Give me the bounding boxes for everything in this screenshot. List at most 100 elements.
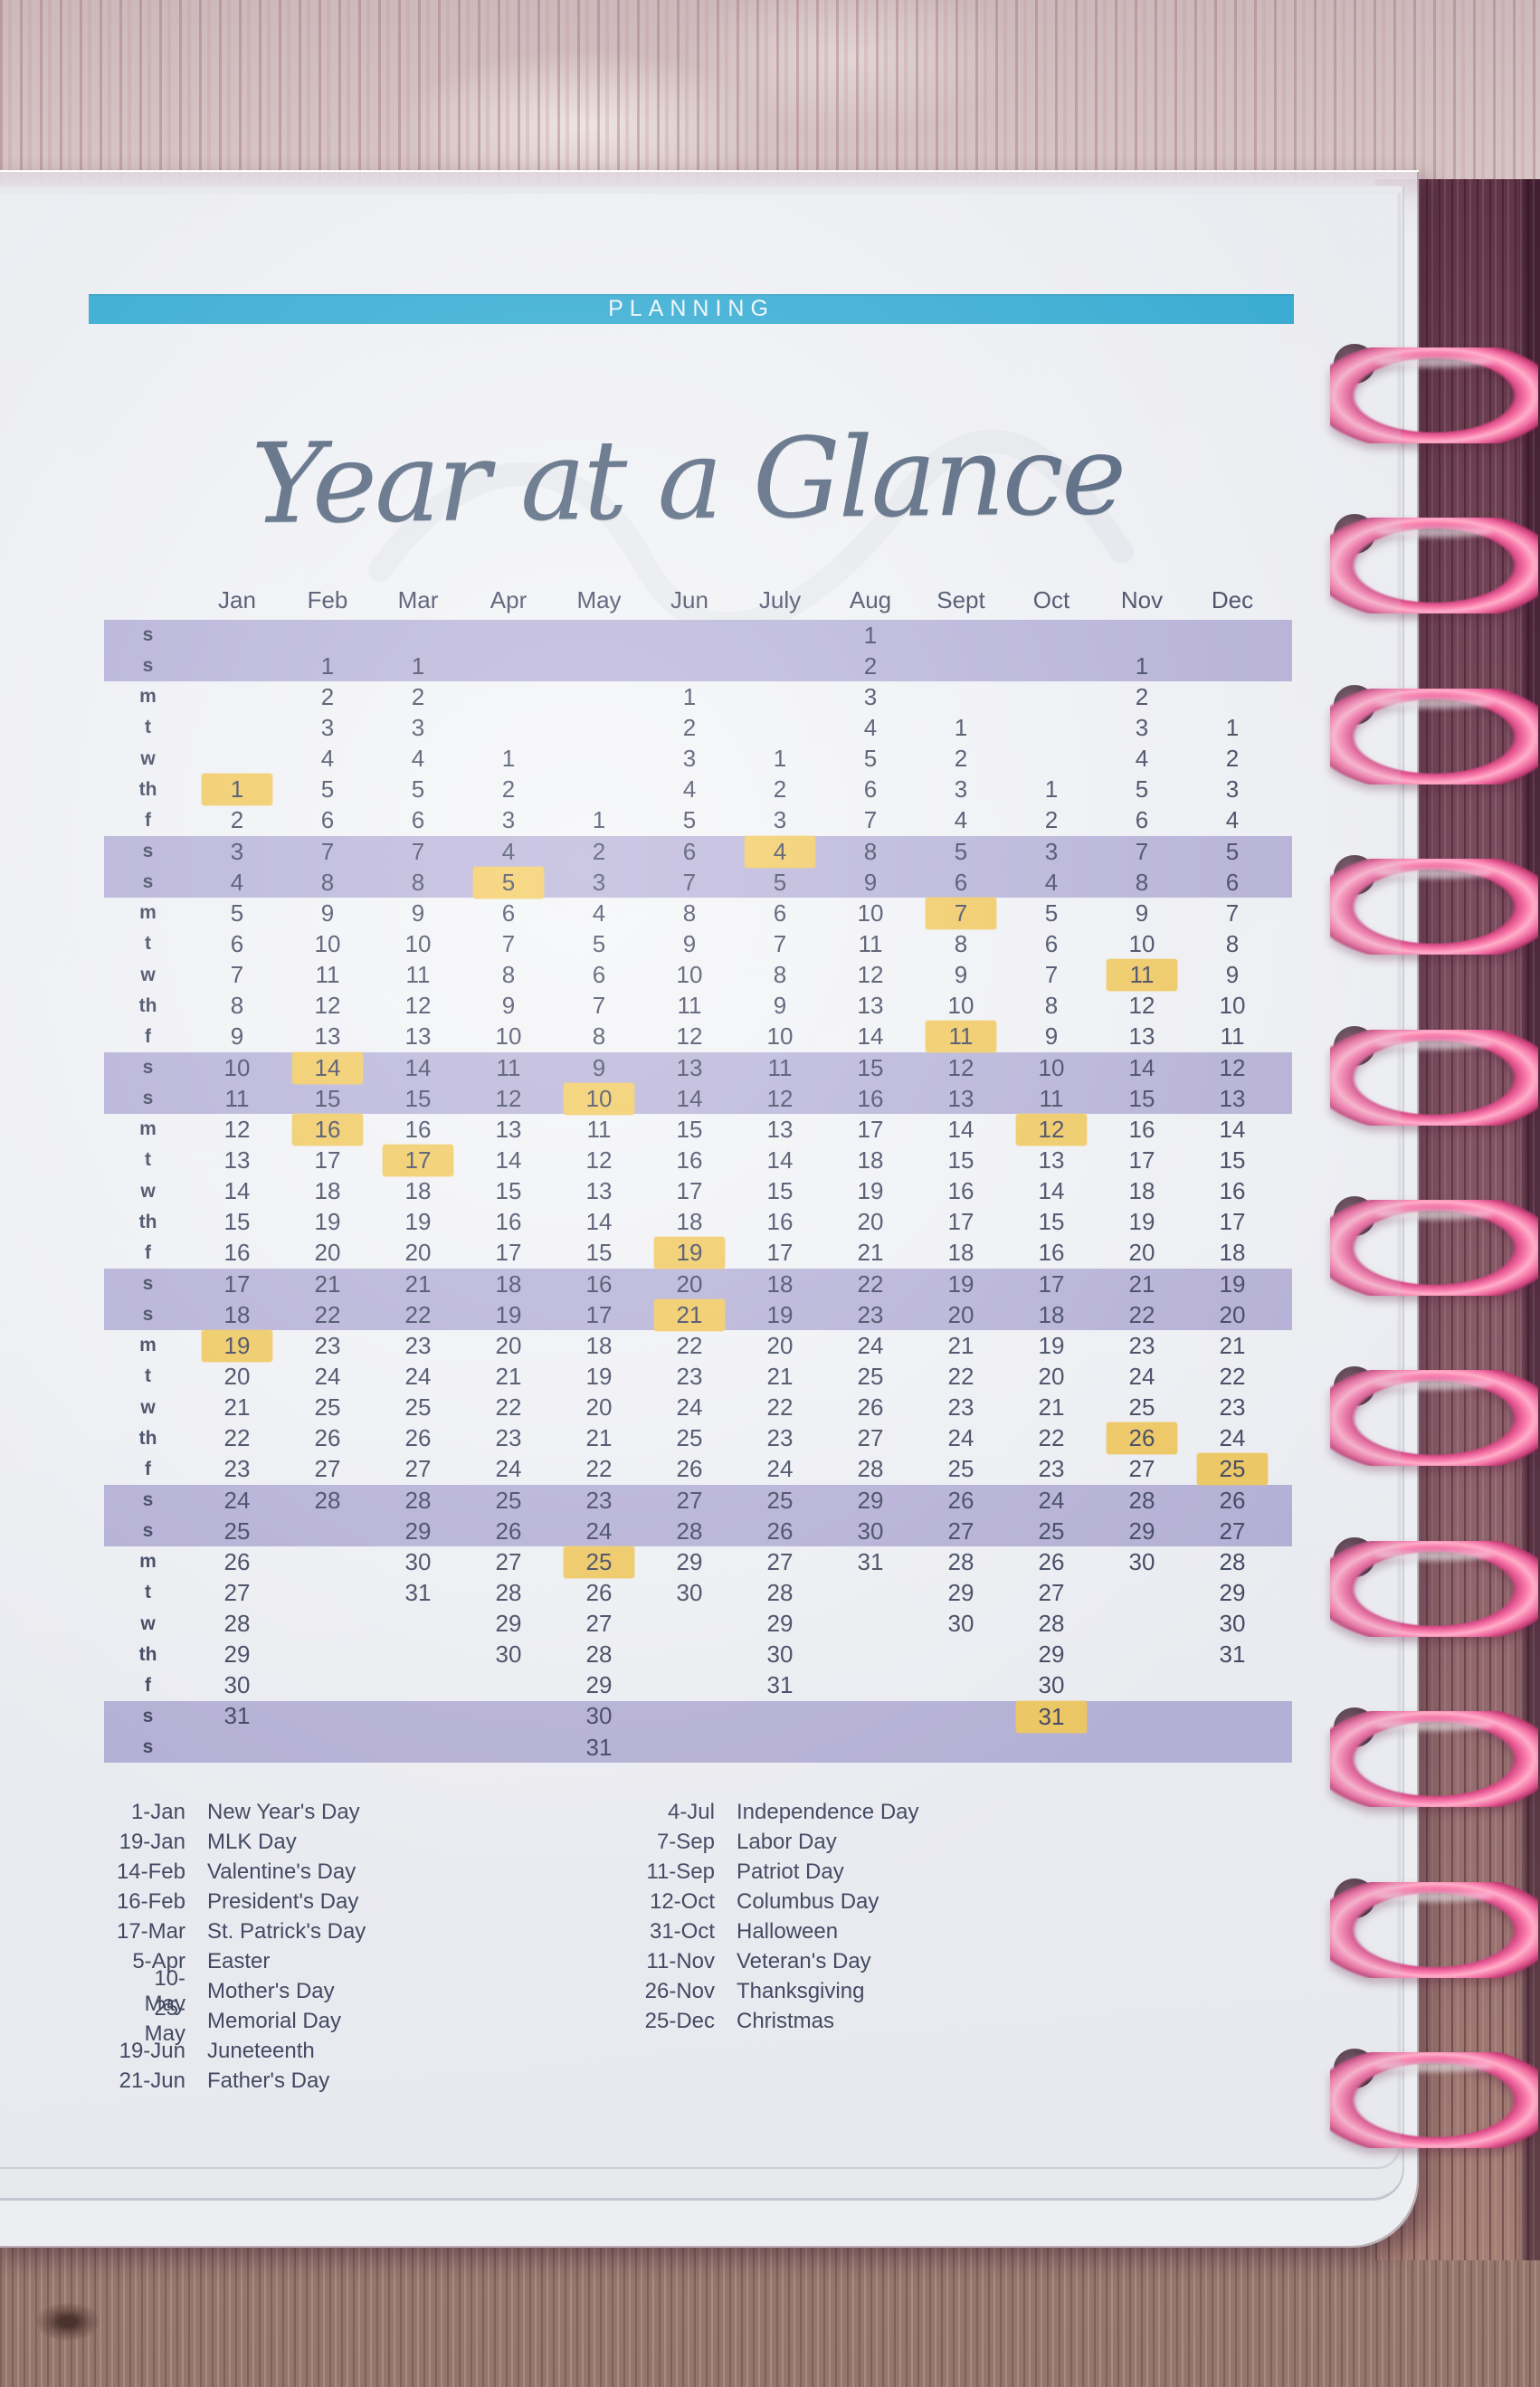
calendar-cell: 28 xyxy=(585,1640,613,1669)
calendar-cell: 29 xyxy=(676,1547,703,1575)
calendar-cell: 8 xyxy=(592,1022,606,1051)
calendar-cell: 18 xyxy=(404,1177,432,1205)
calendar-cell: 3 xyxy=(1225,775,1240,804)
calendar-cell: 21 xyxy=(585,1424,613,1452)
holiday-date: 25-Dec xyxy=(644,2008,715,2033)
holiday-date: 19-Jan xyxy=(119,1829,185,1854)
calendar-cell: 29 xyxy=(223,1640,251,1669)
day-of-week-label: w xyxy=(140,1180,156,1202)
calendar-cell: 8 xyxy=(954,929,968,957)
calendar-cell: 11 xyxy=(496,1053,521,1081)
calendar-cell: 30 xyxy=(1219,1610,1246,1638)
calendar-cell: 31 xyxy=(857,1547,884,1575)
day-of-week-label: th xyxy=(138,994,157,1016)
calendar-cell: 12 xyxy=(1219,1053,1246,1081)
day-of-week-label: w xyxy=(140,1396,156,1418)
calendar-cell: 20 xyxy=(857,1208,884,1236)
calendar-cell: 3 xyxy=(320,713,335,741)
holiday-date: 14-Feb xyxy=(116,1859,185,1884)
calendar-cell: 6 xyxy=(592,961,606,989)
calendar-cell: 29 xyxy=(585,1671,613,1699)
calendar-cell: 26 xyxy=(1038,1547,1065,1575)
holiday-legend-row: 25-Dec Christmas xyxy=(642,2006,919,2036)
calendar-cell: 8 xyxy=(501,961,516,989)
calendar-row: w 28 29 27 29 30 28 30 xyxy=(104,1609,1292,1640)
calendar-cell: 13 xyxy=(676,1053,703,1081)
calendar-cell: 21 xyxy=(314,1270,341,1298)
calendar-cell: 18 xyxy=(223,1300,251,1328)
calendar-cell: 23 xyxy=(223,1455,251,1483)
calendar-cell: 23 xyxy=(495,1424,522,1452)
holiday-name: Independence Day xyxy=(737,1799,919,1824)
month-label: Feb xyxy=(307,586,348,613)
calendar-cell: 8 xyxy=(411,868,425,896)
calendar-cell: 2 xyxy=(773,775,787,804)
calendar-cell: 18 xyxy=(585,1331,613,1359)
calendar-cell: 23 xyxy=(1038,1455,1065,1483)
calendar-cell: 10 xyxy=(314,929,341,957)
holiday-name: Easter xyxy=(207,1948,271,1973)
calendar-cell: 10 xyxy=(676,961,703,989)
calendar-cell: 3 xyxy=(682,745,697,773)
calendar-row: w 7 11 11 8 6 10 8 12 9 7 11 9 xyxy=(104,959,1292,992)
calendar-cell: 27 xyxy=(1219,1517,1246,1545)
calendar-row: t 27 31 28 26 30 28 29 27 29 xyxy=(104,1577,1292,1608)
calendar-cell: 17 xyxy=(373,1144,463,1176)
holiday-highlight: 1 xyxy=(202,774,272,806)
holiday-name: St. Patrick's Day xyxy=(207,1918,366,1944)
calendar-cell: 16 xyxy=(947,1177,974,1205)
day-of-week-label: s xyxy=(142,1520,154,1542)
calendar-cell: 1 xyxy=(592,806,606,834)
calendar-cell: 19 xyxy=(192,1329,282,1362)
calendar-cell: 20 xyxy=(766,1331,794,1359)
calendar-cell: 16 xyxy=(857,1084,884,1112)
day-of-week-label: t xyxy=(145,1365,151,1387)
calendar-cell: 13 xyxy=(1038,1146,1065,1174)
holiday-highlight: 10 xyxy=(564,1082,634,1115)
holiday-highlight: 11 xyxy=(926,1021,996,1053)
calendar-cell: 1 xyxy=(501,745,516,773)
day-of-week-label: m xyxy=(139,902,157,924)
calendar-cell: 2 xyxy=(592,837,606,865)
calendar-cell: 6 xyxy=(863,775,878,804)
month-header-spacer xyxy=(104,586,192,620)
calendar-cell: 7 xyxy=(773,929,787,957)
holiday-highlight: 19 xyxy=(202,1329,272,1362)
holiday-date: 5-Apr xyxy=(132,1948,185,1973)
calendar-cell: 10 xyxy=(1128,929,1155,957)
calendar-cell: 23 xyxy=(1128,1331,1155,1359)
holiday-legend-row: 7-Sep Labor Day xyxy=(642,1827,919,1857)
calendar-cell: 16 xyxy=(404,1115,432,1143)
calendar-row: th 15 19 19 16 14 18 16 20 17 15 19 17 xyxy=(104,1207,1292,1238)
calendar-cell: 7 xyxy=(320,837,335,865)
calendar-cell: 17 xyxy=(1038,1270,1065,1298)
calendar-cell: 2 xyxy=(230,806,244,834)
holiday-legend-right: 4-Jul Independence Day 7-Sep Labor Day 11-Se… xyxy=(642,1797,919,2036)
calendar-cell: 8 xyxy=(1225,929,1240,957)
calendar-cell: 25 xyxy=(857,1362,884,1390)
month-label: Nov xyxy=(1120,586,1164,613)
calendar-cell: 6 xyxy=(954,868,968,896)
calendar-cell: 14 xyxy=(766,1146,794,1174)
calendar-cell: 8 xyxy=(320,868,335,896)
calendar-cell: 4 xyxy=(501,837,516,865)
calendar-cell: 18 xyxy=(766,1270,794,1298)
calendar-cell: 3 xyxy=(1044,837,1059,865)
holiday-name: Columbus Day xyxy=(737,1888,879,1914)
calendar-cell: 5 xyxy=(773,868,787,896)
calendar-cell: 15 xyxy=(947,1146,974,1174)
calendar-cell: 27 xyxy=(495,1547,522,1575)
calendar-cell: 29 xyxy=(404,1517,432,1545)
calendar-row-weekend: s 24 28 28 25 23 27 25 29 26 24 28 26 xyxy=(104,1484,1292,1517)
calendar-cell: 5 xyxy=(230,899,244,927)
calendar-cell: 17 xyxy=(495,1239,522,1267)
calendar-cell: 27 xyxy=(314,1455,341,1483)
calendar-cell: 22 xyxy=(1038,1424,1065,1452)
calendar-row-weekend: s 3 7 7 4 2 6 4 8 5 3 7 5 xyxy=(104,835,1292,868)
calendar-cell: 4 xyxy=(592,899,606,927)
calendar-cell: 3 xyxy=(501,806,516,834)
calendar-cell: 29 xyxy=(1219,1578,1246,1606)
calendar-cell: 9 xyxy=(863,868,878,896)
calendar-cell: 3 xyxy=(863,682,878,710)
calendar-cell: 14 xyxy=(495,1146,522,1174)
